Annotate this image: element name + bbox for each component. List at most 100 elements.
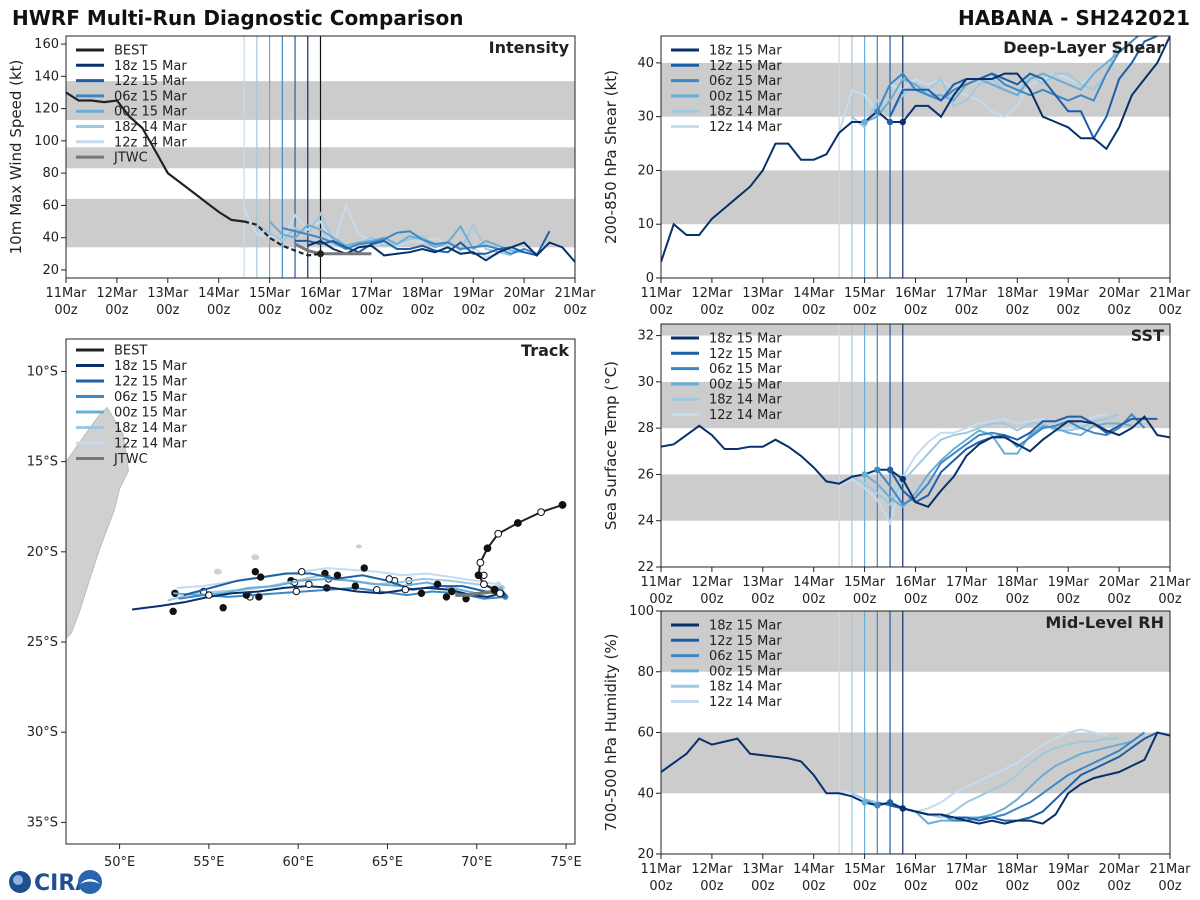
best-track-point bbox=[494, 529, 503, 538]
y-tick-label: 100 bbox=[629, 604, 654, 619]
init-point bbox=[874, 108, 881, 115]
legend-label: 12z 14 Mar bbox=[114, 135, 187, 150]
plot-area bbox=[661, 611, 1170, 854]
x-tick-label: 00z bbox=[512, 303, 536, 318]
init-point bbox=[899, 475, 906, 483]
x-tick-label: 00z bbox=[751, 592, 775, 607]
x-tick-label: 16Mar bbox=[300, 286, 342, 301]
panel-title: Deep-Layer Shear bbox=[1003, 38, 1164, 57]
x-tick-label: 12Mar bbox=[96, 286, 138, 301]
legend-label: JTWC bbox=[113, 452, 148, 467]
x-tick-label: 20Mar bbox=[504, 286, 546, 301]
x-tick-label: 00z bbox=[156, 303, 180, 318]
x-tick-label: 17Mar bbox=[351, 286, 393, 301]
shaded-band-2 bbox=[661, 324, 1170, 336]
legend-label: 18z 15 Mar bbox=[114, 59, 187, 74]
longitude-label: 75°E bbox=[550, 855, 581, 870]
best-track-point bbox=[483, 544, 492, 553]
series-best-line bbox=[66, 91, 245, 223]
panel-title: SST bbox=[1131, 326, 1164, 345]
latitude-label: 25°S bbox=[27, 635, 58, 650]
init-point bbox=[899, 118, 906, 126]
x-tick-label: 18Mar bbox=[997, 862, 1039, 877]
x-tick-label: 20Mar bbox=[1099, 286, 1141, 301]
x-tick-label: 00z bbox=[955, 879, 979, 894]
y-axis-label: Sea Surface Temp (°C) bbox=[602, 361, 620, 530]
plot-area bbox=[661, 36, 1170, 278]
init-point bbox=[874, 802, 881, 809]
y-tick-label: 20 bbox=[637, 163, 654, 178]
init-point bbox=[886, 118, 894, 126]
rodrigues-island bbox=[355, 544, 362, 549]
legend-label: 12z 15 Mar bbox=[709, 59, 782, 74]
x-tick-label: 00z bbox=[563, 303, 587, 318]
shear-panel: 0 10 20 30 40 11Mar 00z 12Mar 00z 13Mar 00z 14Mar 00… bbox=[602, 35, 1191, 318]
y-tick-label: 24 bbox=[637, 514, 654, 529]
x-tick-label: 00z bbox=[751, 303, 775, 318]
x-tick-label: 00z bbox=[904, 303, 928, 318]
legend-label: BEST bbox=[114, 344, 147, 359]
x-tick-label: 13Mar bbox=[147, 286, 189, 301]
init-point bbox=[861, 118, 868, 126]
x-tick-label: 16Mar bbox=[895, 575, 937, 590]
legend-label: 18z 14 Mar bbox=[709, 680, 782, 695]
track-day-marker bbox=[251, 567, 260, 576]
x-tick-label: 11Mar bbox=[640, 575, 682, 590]
x-tick-label: 13Mar bbox=[742, 286, 784, 301]
x-tick-label: 18Mar bbox=[997, 575, 1039, 590]
x-tick-label: 00z bbox=[853, 879, 877, 894]
track-day-marker bbox=[255, 593, 263, 601]
legend-label: 18z 15 Mar bbox=[709, 44, 782, 59]
best-track-point bbox=[490, 585, 499, 594]
x-tick-label: 00z bbox=[802, 879, 826, 894]
longitude-label: 70°E bbox=[461, 855, 492, 870]
x-tick-label: 21Mar bbox=[554, 286, 596, 301]
best-track-point bbox=[558, 501, 567, 509]
x-tick-label: 00z bbox=[207, 303, 231, 318]
x-tick-label: 00z bbox=[1158, 303, 1182, 318]
x-tick-label: 13Mar bbox=[742, 575, 784, 590]
legend-label: 18z 15 Mar bbox=[709, 332, 782, 347]
series-06z-15-mar-line bbox=[282, 227, 538, 255]
series-18z-14-mar-line bbox=[256, 211, 512, 257]
series-18z-15-mar-line bbox=[661, 415, 1170, 508]
track-day-marker bbox=[292, 587, 301, 596]
x-tick-label: 14Mar bbox=[198, 286, 240, 301]
legend-label: 00z 15 Mar bbox=[709, 89, 782, 104]
track-day-marker bbox=[385, 575, 393, 583]
series-00z-15-mar-line bbox=[268, 220, 525, 254]
x-tick-label: 14Mar bbox=[793, 286, 835, 301]
x-tick-label: 19Mar bbox=[1048, 286, 1090, 301]
best-track-point bbox=[513, 519, 522, 527]
x-tick-label: 17Mar bbox=[946, 575, 988, 590]
x-tick-label: 00z bbox=[955, 303, 979, 318]
series-18z-15-mar-line bbox=[661, 731, 1170, 825]
x-tick-label: 14Mar bbox=[793, 575, 835, 590]
x-tick-label: 00z bbox=[105, 303, 129, 318]
longitude-label: 60°E bbox=[283, 855, 314, 870]
y-tick-label: 40 bbox=[637, 786, 654, 801]
x-tick-label: 00z bbox=[700, 592, 724, 607]
series-best-line-recent bbox=[243, 220, 321, 257]
shaded-band-0 bbox=[661, 170, 1170, 225]
y-tick-label: 28 bbox=[637, 421, 654, 436]
y-tick-label: 60 bbox=[637, 726, 654, 741]
y-tick-label: 22 bbox=[637, 560, 654, 575]
init-point bbox=[874, 466, 881, 473]
init-point bbox=[861, 471, 868, 478]
track-panel: 50°E 55°E 60°E 65°E 70°E 75°E 10°S 15°S 20°S 25°S… bbox=[27, 338, 582, 870]
x-tick-label: 00z bbox=[955, 592, 979, 607]
y-tick-label: 80 bbox=[42, 166, 59, 181]
panel-title: Mid-Level RH bbox=[1045, 613, 1164, 632]
x-tick-label: 00z bbox=[1006, 879, 1030, 894]
x-tick-label: 15Mar bbox=[844, 862, 886, 877]
x-tick-label: 14Mar bbox=[793, 862, 835, 877]
series-12z-15-mar-line bbox=[889, 415, 1158, 504]
series-best-point bbox=[317, 250, 324, 258]
sst-panel: 22 24 26 28 30 32 11Mar 00z 12Mar 00z 13Mar 00z 14Ma… bbox=[602, 323, 1191, 607]
plot-area bbox=[661, 324, 1170, 567]
legend-label: 06z 15 Mar bbox=[709, 74, 782, 89]
track-best bbox=[477, 503, 563, 595]
x-tick-label: 00z bbox=[853, 303, 877, 318]
legend-label: 18z 14 Mar bbox=[114, 421, 187, 436]
